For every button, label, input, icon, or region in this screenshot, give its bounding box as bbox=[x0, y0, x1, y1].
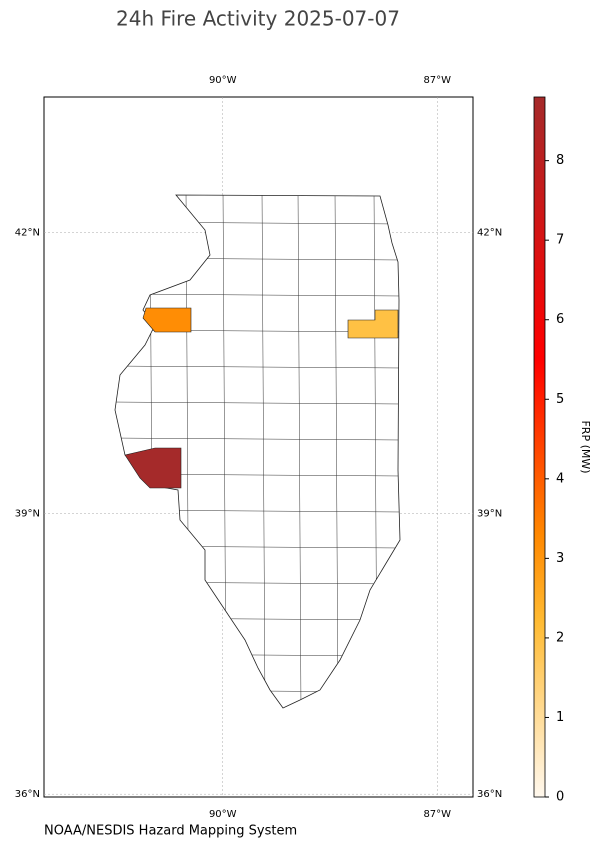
lat-label: 39°N bbox=[15, 508, 40, 519]
title: 24h Fire Activity 2025-07-07 bbox=[116, 7, 400, 31]
county-lines bbox=[115, 195, 400, 708]
lat-label: 36°N bbox=[477, 789, 502, 800]
fire-county bbox=[347, 309, 399, 339]
county-line bbox=[261, 195, 266, 708]
fire-county bbox=[142, 307, 192, 333]
county-line bbox=[115, 689, 400, 693]
county-line bbox=[115, 365, 400, 369]
county-line bbox=[115, 293, 400, 297]
colorbar-tick-label: 7 bbox=[556, 233, 564, 248]
colorbar-tick-label: 3 bbox=[556, 551, 564, 566]
county-line bbox=[115, 401, 400, 405]
colorbar-tick-label: 1 bbox=[556, 710, 564, 725]
colorbar-tick-label: 8 bbox=[556, 153, 564, 168]
lat-label: 42°N bbox=[15, 228, 40, 239]
colorbar-tick-label: 2 bbox=[556, 630, 564, 645]
colorbar bbox=[533, 96, 546, 798]
colorbar-tick-label: 4 bbox=[556, 471, 564, 486]
county-line bbox=[334, 195, 339, 708]
fire-county bbox=[124, 447, 182, 489]
lat-label: 42°N bbox=[477, 228, 502, 239]
lat-label: 39°N bbox=[477, 508, 502, 519]
credit: NOAA/NESDIS Hazard Mapping System bbox=[44, 824, 297, 839]
lon-label: 87°W bbox=[423, 809, 451, 820]
colorbar-tick-label: 5 bbox=[556, 392, 564, 407]
colorbar-tick-label: 6 bbox=[556, 312, 564, 327]
lon-label: 87°W bbox=[423, 75, 451, 86]
county-line bbox=[297, 195, 302, 708]
lon-label: 90°W bbox=[209, 75, 237, 86]
county-line bbox=[115, 437, 400, 441]
lat-label: 36°N bbox=[15, 789, 40, 800]
colorbar-tick-label: 0 bbox=[556, 790, 564, 805]
colorbar-label: FRP (MW) bbox=[579, 420, 592, 473]
lon-label: 90°W bbox=[209, 809, 237, 820]
map-frame bbox=[43, 96, 474, 798]
